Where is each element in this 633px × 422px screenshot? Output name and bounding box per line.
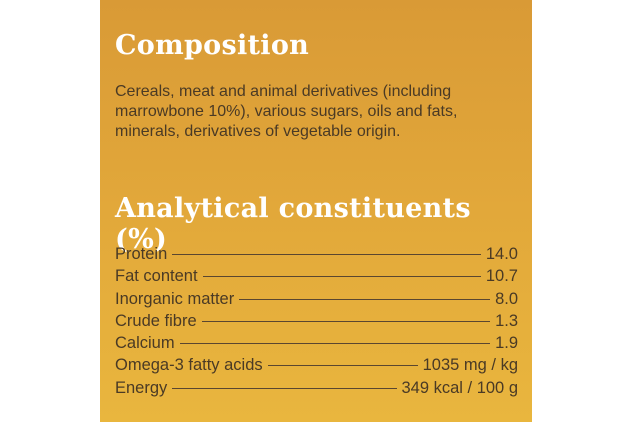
leader-line [201,320,491,322]
constituent-row: Calcium 1.9 [115,334,518,356]
constituent-value: 349 kcal / 100 g [401,378,519,397]
leader-line [267,365,418,367]
constituent-row: Energy 349 kcal / 100 g [115,379,518,401]
composition-panel: Composition Cereals, meat and animal der… [100,0,532,422]
constituent-row: Omega-3 fatty acids 1035 mg / kg [115,356,518,378]
composition-title: Composition [115,30,310,61]
constituent-value: 10.7 [485,267,518,286]
leader-line [202,276,481,278]
composition-line: Cereals, meat and animal derivatives (in… [115,83,452,100]
leader-line [172,387,397,389]
constituent-label: Inorganic matter [115,289,235,308]
constituent-label: Omega-3 fatty acids [115,356,263,375]
analytical-title: Analytical constituents (%) [115,193,471,255]
constituent-value: 1.9 [495,334,518,353]
constituent-label: Calcium [115,334,175,353]
constituent-value: 14.0 [485,245,518,263]
constituent-row: Protein 14.0 [115,245,518,267]
constituent-value: 1035 mg / kg [422,356,518,375]
constituent-label: Crude fibre [115,311,197,330]
constituent-value: 1.3 [495,311,518,330]
composition-line: minerals, derivatives of vegetable origi… [115,123,401,140]
composition-line: marrowbone 10%), various sugars, oils an… [115,103,458,120]
constituent-value: 8.0 [495,289,518,308]
leader-line [239,298,491,300]
constituent-label: Protein [115,245,168,263]
constituent-row: Inorganic matter 8.0 [115,290,518,312]
constituent-label: Energy [115,378,168,397]
constituent-row: Fat content 10.7 [115,267,518,289]
analytical-table: Protein 14.0 Fat content 10.7 Inorganic matt… [115,245,518,401]
composition-text: Cereals, meat and animal derivatives (in… [115,82,457,142]
constituent-row: Crude fibre 1.3 [115,312,518,334]
leader-line [172,254,481,255]
constituent-label: Fat content [115,267,198,286]
leader-line [179,343,491,345]
